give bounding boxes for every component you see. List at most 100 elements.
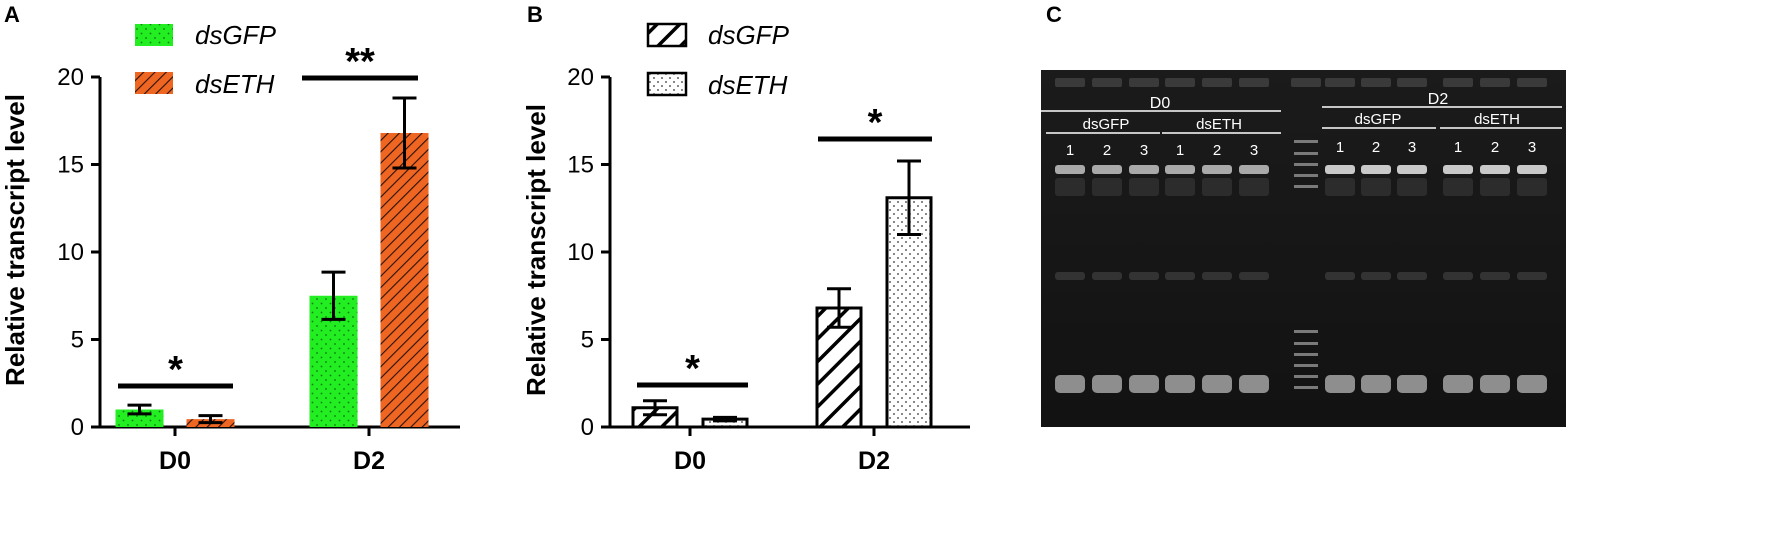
gel-band-lower — [1129, 375, 1159, 393]
panel-b-significance-mark: * — [868, 102, 883, 144]
panel-c-gel: D0 D2 dsGFP dsETH dsGFP dsETH 1 2 3 1 2 3 1 2 3 1 2 3 — [1041, 70, 1566, 427]
panel-b-legend: dsGFP dsETH — [646, 20, 790, 100]
gel-smear — [1361, 178, 1391, 196]
gel-ladder-band — [1294, 342, 1318, 345]
gel-band-faint — [1202, 272, 1232, 280]
legend-a-label-dseth: dsETH — [195, 69, 275, 99]
gel-band-faint — [1517, 272, 1547, 280]
panel-a-ytick-label: 0 — [71, 414, 84, 441]
gel-well — [1092, 78, 1122, 87]
gel-well — [1165, 78, 1195, 87]
legend-b-swatch-dseth — [646, 71, 688, 97]
gel-well — [1291, 78, 1321, 87]
panel-a-chart: 0 5 10 15 20 D0 * D2 ** — [57, 41, 460, 475]
gel-band-upper — [1325, 165, 1355, 174]
gel-lane-number: 2 — [1372, 139, 1380, 156]
gel-well — [1325, 78, 1355, 87]
gel-band-lower — [1443, 375, 1473, 393]
legend-a-swatch-dseth — [135, 72, 173, 94]
panel-b-ytick-label: 20 — [567, 64, 594, 91]
gel-band-lower — [1361, 375, 1391, 393]
gel-band-upper — [1055, 165, 1085, 174]
gel-well — [1202, 78, 1232, 87]
gel-ladder-band — [1294, 375, 1318, 378]
gel-band-faint — [1055, 272, 1085, 280]
gel-band-upper — [1480, 165, 1510, 174]
gel-well — [1397, 78, 1427, 87]
gel-subgroup-label: dsETH — [1196, 116, 1242, 133]
gel-band-faint — [1239, 272, 1269, 280]
gel-band-faint — [1325, 272, 1355, 280]
panel-a-xtick-label: D0 — [159, 447, 191, 475]
gel-ladder-band — [1294, 140, 1318, 143]
panel-b-ytick-label: 15 — [567, 152, 594, 179]
panel-b-ylabel: Relative transcript level — [521, 104, 551, 396]
gel-ladder-band — [1294, 174, 1318, 177]
gel-smear — [1517, 178, 1547, 196]
panel-b-significance-mark: * — [685, 348, 700, 390]
gel-band-faint — [1361, 272, 1391, 280]
gel-lane-number: 1 — [1176, 142, 1184, 159]
gel-lane-number: 2 — [1103, 142, 1111, 159]
gel-band-upper — [1239, 165, 1269, 174]
panel-a-ytick-label: 15 — [57, 152, 84, 179]
gel-ladder-band — [1294, 152, 1318, 155]
gel-ladder-band — [1294, 364, 1318, 367]
panel-a-ytick-label: 10 — [57, 239, 84, 266]
gel-lane-number: 2 — [1213, 142, 1221, 159]
gel-smear — [1055, 178, 1085, 196]
gel-well — [1129, 78, 1159, 87]
legend-a-swatch-dsgfp — [135, 24, 173, 46]
gel-band-lower — [1480, 375, 1510, 393]
panel-b-xtick-label: D0 — [674, 447, 706, 475]
panel-b-ytick-label: 0 — [581, 414, 594, 441]
gel-band-upper — [1361, 165, 1391, 174]
gel-band-faint — [1443, 272, 1473, 280]
gel-band-lower — [1325, 375, 1355, 393]
gel-band-upper — [1202, 165, 1232, 174]
gel-lane-number: 1 — [1336, 139, 1344, 156]
gel-smear — [1443, 178, 1473, 196]
gel-smear — [1239, 178, 1269, 196]
panel-b-ytick-label: 10 — [567, 239, 594, 266]
gel-smear — [1325, 178, 1355, 196]
gel-band-faint — [1397, 272, 1427, 280]
gel-background — [1041, 70, 1566, 427]
gel-group-label: D2 — [1428, 91, 1449, 108]
panel-b-letter: B — [527, 2, 543, 27]
panel-c-letter: C — [1046, 2, 1062, 27]
gel-band-faint — [1092, 272, 1122, 280]
gel-well — [1480, 78, 1510, 87]
panel-a-bar — [380, 133, 429, 427]
gel-ladder-band — [1294, 163, 1318, 166]
gel-band-lower — [1092, 375, 1122, 393]
legend-b-swatch-dsgfp — [646, 22, 688, 48]
gel-smear — [1129, 178, 1159, 196]
panel-a-legend: dsGFP dsETH — [135, 20, 277, 99]
gel-smear — [1480, 178, 1510, 196]
gel-band-upper — [1517, 165, 1547, 174]
gel-band-upper — [1165, 165, 1195, 174]
gel-subgroup-label: dsGFP — [1355, 111, 1402, 128]
panel-b-chart: 0 5 10 15 20 D0 * D2 * — [567, 64, 970, 475]
panel-a-xtick-label: D2 — [353, 447, 385, 475]
gel-band-lower — [1165, 375, 1195, 393]
panel-a-significance-mark: ** — [345, 41, 375, 83]
gel-lane-number: 3 — [1140, 142, 1148, 159]
gel-subgroup-label: dsETH — [1474, 111, 1520, 128]
gel-ladder-band — [1294, 185, 1318, 188]
legend-b-label-dsgfp: dsGFP — [708, 20, 790, 50]
gel-well — [1055, 78, 1085, 87]
gel-ladder-band — [1294, 330, 1318, 333]
gel-well — [1443, 78, 1473, 87]
gel-band-faint — [1165, 272, 1195, 280]
gel-subgroup-label: dsGFP — [1083, 116, 1130, 133]
panel-b-xtick-label: D2 — [858, 447, 890, 475]
gel-band-upper — [1129, 165, 1159, 174]
gel-ladder-band — [1294, 353, 1318, 356]
gel-band-faint — [1480, 272, 1510, 280]
legend-a-label-dsgfp: dsGFP — [195, 20, 277, 50]
gel-lane-number: 1 — [1066, 142, 1074, 159]
gel-band-lower — [1055, 375, 1085, 393]
